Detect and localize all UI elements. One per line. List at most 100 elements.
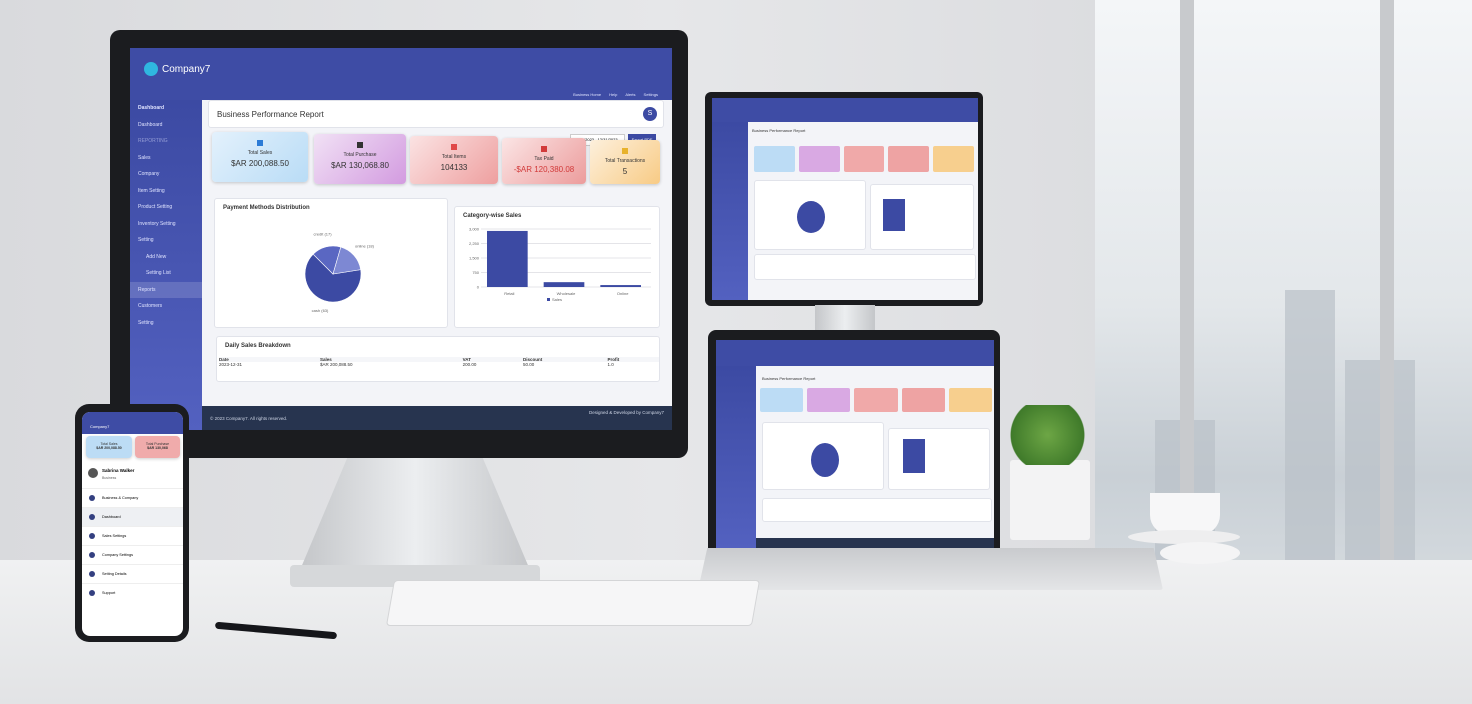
footer: © 2023 Company7. All rights reserved. De… [202,406,672,430]
cell: 50.00 [522,362,535,367]
card-label: Total Purchase [343,152,377,158]
pie-slice[interactable] [332,246,361,275]
avatar[interactable]: S [643,107,657,121]
page-header: Business Performance Report S [208,100,664,128]
monitor-stand [300,450,530,570]
secondary-screen: Business Performance Report [712,98,978,300]
column-header: Date [219,357,229,362]
menu-label: Company Settings [102,553,134,557]
sidebar-subitem-setting-list[interactable]: Setting List [146,270,171,276]
user-role: Business [102,476,117,480]
menu-label: Dashboard [102,515,121,519]
window-frame [1380,0,1394,680]
menu-icon [89,514,95,520]
avatar [88,468,98,478]
footer-copyright: © 2023 Company7. All rights reserved. [210,416,288,421]
card-label: Total Transactions [604,158,646,164]
topbar-link[interactable]: Business Home [573,92,602,97]
card-label: Total Sales [100,442,118,446]
stat-card: Total Transactions 5 [590,140,660,184]
user-name: Sabrina Walker [102,468,135,473]
card-icon [357,142,363,148]
phone-menu-item[interactable]: Company Settings [82,545,183,564]
legend-swatch [547,298,550,301]
phone-menu-item[interactable]: Dashboard [82,507,183,526]
card-icon [622,148,628,154]
brand-name: Company7 [90,424,110,429]
cell: 2023-12-31 [219,362,243,367]
card-label: Total Sales [247,150,273,156]
card-value: $AR 130,068 [147,446,168,450]
sidebar-item-item-setting[interactable]: Item Setting [138,187,165,194]
page-title: Business Performance Report [762,376,816,381]
card-label: Total Purchase [145,442,170,446]
pie-label: credit (17) [314,231,333,236]
column-header: VAT [462,357,471,362]
sidebar-item-inventory-setting[interactable]: Inventory Setting [138,220,176,227]
sidebar-item-setting-2[interactable]: Setting [138,319,154,326]
sidebar-item-customers[interactable]: Customers [138,303,163,309]
table-header-row: Date Sales VAT Discount Profit [219,357,659,362]
brand-name: Company7 [162,64,211,75]
secondary-monitor-stand [815,305,875,330]
pie-chart: cash (63) credit (17) online (18) [304,231,375,313]
card-icon [541,146,547,152]
menu-icon [89,590,95,596]
sidebar-item-product-setting[interactable]: Product Setting [138,204,173,210]
menu-label: Sales Settings [102,534,127,538]
stat-card: Total Purchase $AR 130,068.80 [314,134,406,184]
card-label: Tax Paid [534,156,554,162]
menu-icon [89,552,95,558]
card-icon [257,140,263,146]
bar-panel: Category-wise Sales 0 750 1,500 2,250 3,000 R… [454,206,660,328]
logo-icon [144,62,158,76]
coffee-cup [1150,493,1220,535]
sidebar-item-setting[interactable]: Setting [138,237,154,243]
card-value: 104133 [440,163,468,172]
mouse [1160,542,1240,564]
page-title: Business Performance Report [217,110,324,119]
column-header: Sales [319,357,332,362]
table-title: Daily Sales Breakdown [225,343,291,349]
phone-menu-item[interactable]: Setting Details [82,564,183,583]
menu-icon [89,533,95,539]
menu-icon [89,495,95,501]
cell: 200.00 [462,362,477,367]
topbar-link[interactable]: Alerts [625,92,636,97]
topbar-link[interactable]: Settings [643,92,658,97]
x-tick-label: Wholesale [557,291,576,296]
keyboard [385,580,761,626]
page-title: Business Performance Report [752,128,806,133]
menu-label: Support [102,591,116,595]
y-tick-label: 2,250 [469,241,480,246]
card-value: $AR 130,068.80 [331,161,389,170]
topbar-link[interactable]: Help [609,92,618,97]
laptop-screen: Business Performance Report [716,340,994,548]
table-panel: Daily Sales Breakdown Date Sales VAT Discou… [216,336,660,382]
stat-card: Total Sales $AR 200,088.50 [212,132,308,182]
footer-credit: Designed & Developed by Company7 [588,410,664,415]
saucer [1128,530,1240,544]
phone-menu-item[interactable]: Business & Company [82,488,183,507]
bar[interactable] [600,285,641,287]
sidebar-item-reports[interactable]: Reports [130,281,202,298]
sidebar: Dashboard Dashboard REPORTING Sales Comp… [130,100,202,430]
phone-menu-item[interactable]: Sales Settings [82,526,183,545]
column-header: Discount [522,357,543,362]
bar[interactable] [487,230,528,287]
menu-label: Business & Company [102,496,139,500]
plant-pot [1010,460,1090,540]
bar[interactable] [543,282,585,287]
sidebar-item-dashboard[interactable]: Dashboard [138,121,163,128]
phone-menu-item[interactable]: Support [82,583,183,602]
card-value: 5 [622,167,628,176]
pie-slice[interactable] [304,253,362,303]
mini-cards [754,146,974,172]
sidebar-item-company[interactable]: Company [138,171,160,177]
sidebar-item-sales[interactable]: Sales [138,154,151,161]
menu-icon [89,571,95,577]
table-row: 2023-12-31 $AR 200,088.50 200.00 50.00 1.0 [219,362,659,367]
menu-label: Setting Details [102,572,127,576]
column-header: Profit [607,357,620,362]
sidebar-subitem-add-new[interactable]: Add New [146,253,167,260]
